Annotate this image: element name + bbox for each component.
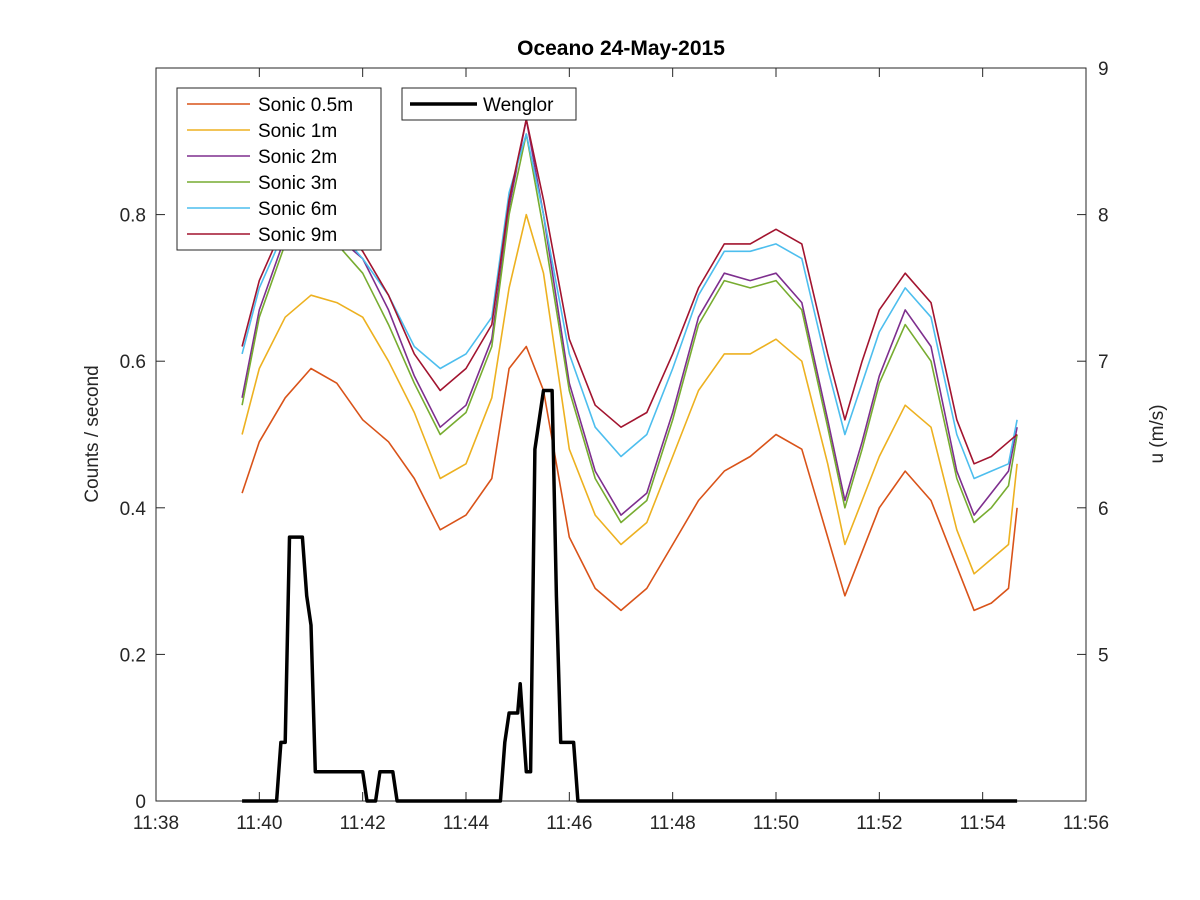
legend-wenglor: Wenglor [401, 87, 577, 121]
x-tick-label: 11:50 [753, 813, 799, 834]
series-line-sonic-1m [241, 213, 1018, 575]
x-tick-label: 11:54 [960, 813, 1007, 834]
axis-ticks: 11:38 11:40 11:42 11:44 11:46 11:48 11:50 11:52… [120, 59, 1109, 834]
y-tick-label: 0.2 [120, 645, 146, 666]
x-tick-label: 11:40 [236, 813, 282, 834]
legend-label: Sonic 1m [258, 121, 337, 142]
x-tick-label: 11:46 [546, 813, 592, 834]
y2-tick-label: 8 [1098, 206, 1109, 227]
y-tick-label: 0.4 [120, 499, 147, 520]
x-tick-label: 11:52 [856, 813, 902, 834]
x-tick-label: 11:56 [1063, 813, 1109, 834]
series-line-sonic-6m [241, 133, 1018, 480]
legend-box [176, 87, 382, 251]
x-tick-label: 11:42 [340, 813, 386, 834]
y2-tick-label: 7 [1098, 352, 1109, 373]
y-axis-label: Counts / second [82, 365, 103, 502]
series-lines [241, 118, 1018, 803]
y2-tick-label: 9 [1098, 59, 1109, 80]
series-line-sonic-9m [241, 118, 1018, 465]
y2-tick-label: 6 [1098, 499, 1109, 520]
y-tick-label: 0 [135, 792, 146, 813]
legend-label: Sonic 9m [258, 225, 337, 246]
series-line-wenglor [242, 388, 1018, 803]
legend-label: Wenglor [483, 95, 554, 116]
series-line-sonic-2m [241, 118, 1018, 516]
legend-sonic: Sonic 0.5m Sonic 1m Sonic 2m Sonic 3m Sonic … [176, 87, 382, 251]
series-line-sonic-0-5m [241, 345, 1018, 612]
y-tick-label: 0.6 [120, 352, 146, 373]
y2-axis-label: u (m/s) [1147, 404, 1168, 463]
y2-tick-label: 5 [1098, 645, 1109, 666]
x-tick-label: 11:44 [443, 813, 490, 834]
x-tick-label: 11:38 [133, 813, 179, 834]
y-tick-label: 0.8 [120, 206, 146, 227]
legend-label: Sonic 3m [258, 173, 337, 194]
x-tick-label: 11:48 [650, 813, 696, 834]
chart-title: Oceano 24-May-2015 [517, 37, 725, 60]
legend-label: Sonic 2m [258, 147, 337, 168]
legend-label: Sonic 6m [258, 199, 337, 220]
legend-label: Sonic 0.5m [258, 95, 353, 116]
series-line-sonic-3m [241, 133, 1018, 524]
